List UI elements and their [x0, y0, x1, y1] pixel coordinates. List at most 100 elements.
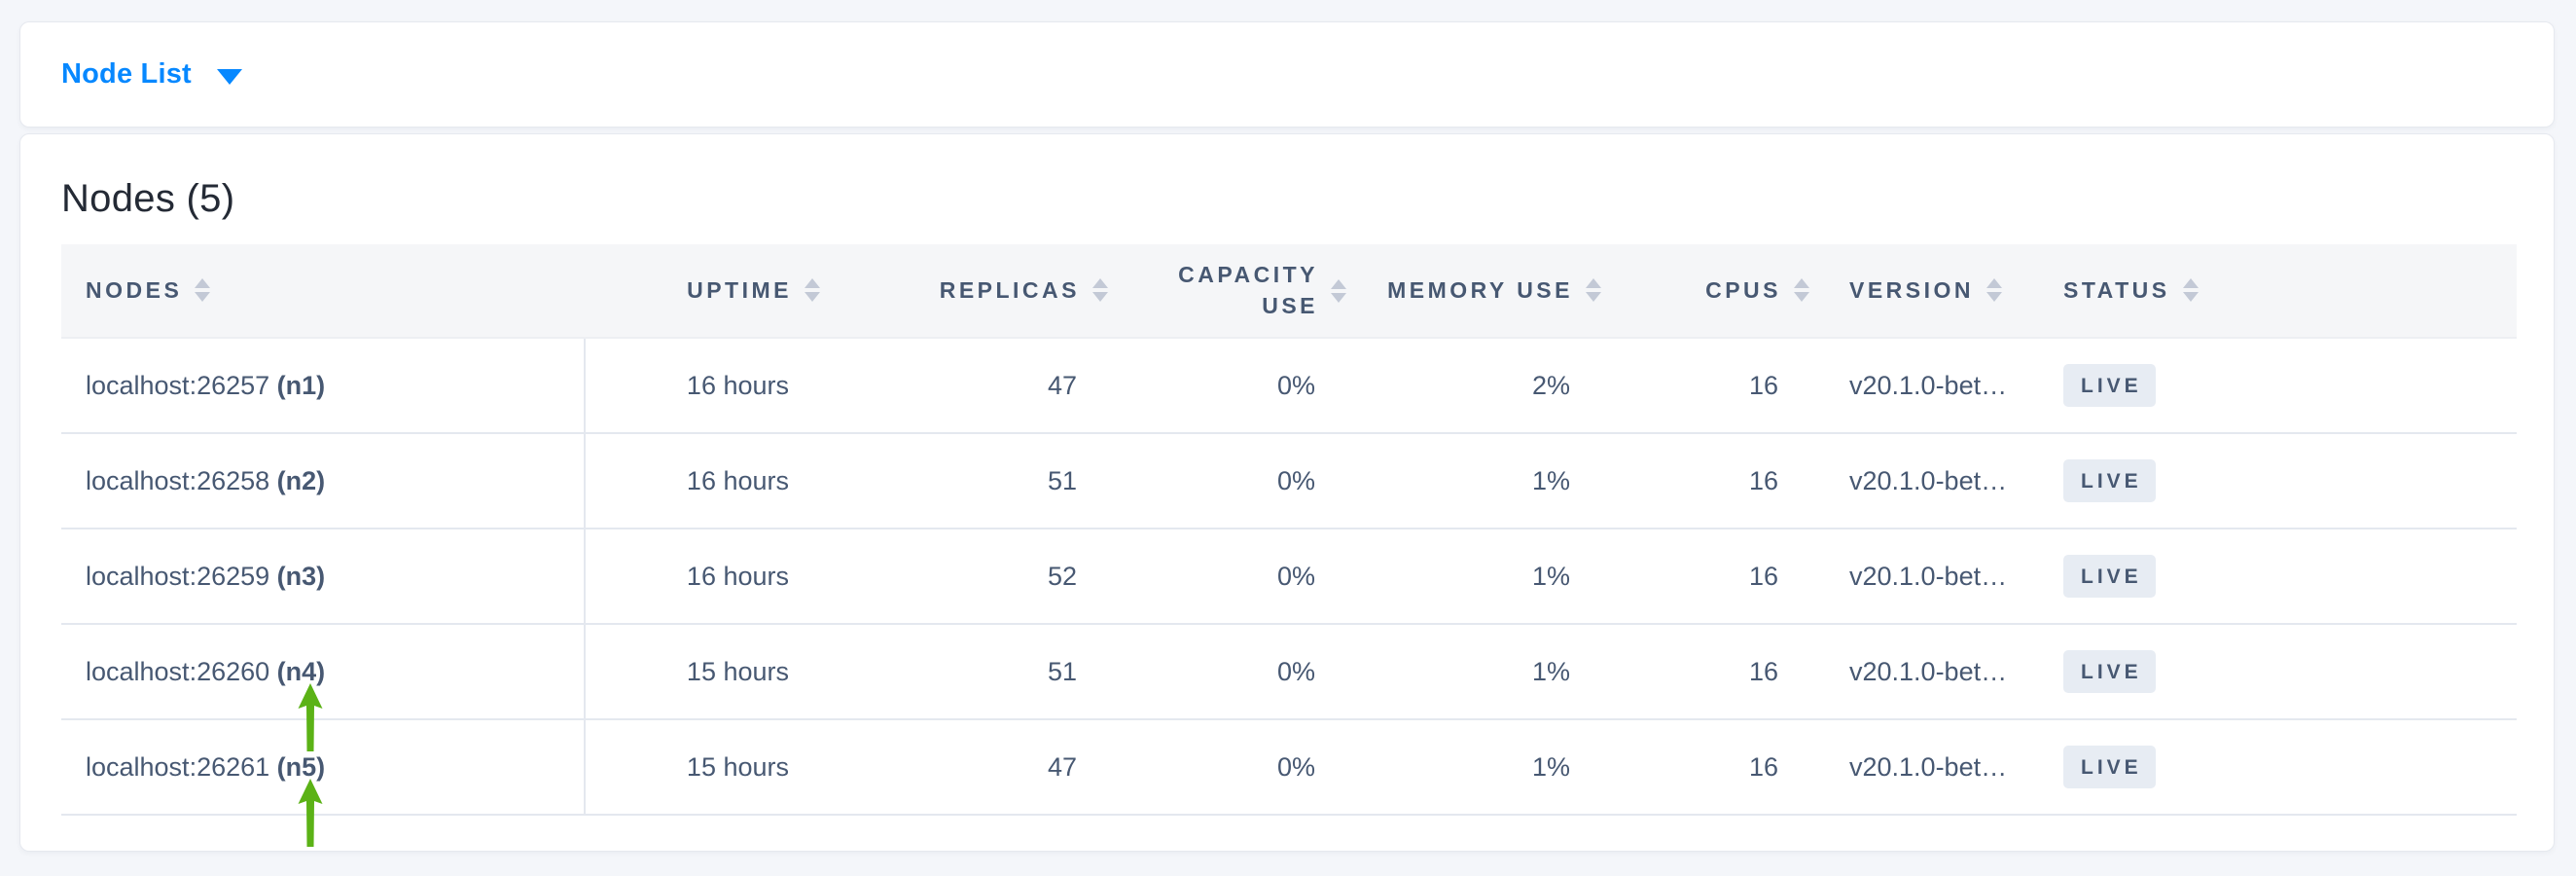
replicas-cell: 47: [823, 338, 1111, 434]
column-header-nodes[interactable]: NODES: [61, 244, 585, 339]
uptime-cell: 16 hours: [585, 529, 823, 625]
status-badge: LIVE: [2063, 650, 2156, 693]
status-badge: LIVE: [2063, 746, 2156, 788]
capacity-use-cell: 0%: [1111, 719, 1349, 816]
uptime-cell: 15 hours: [585, 719, 823, 816]
status-badge: LIVE: [2063, 459, 2156, 502]
sort-down-icon: [195, 292, 211, 303]
sort-up-icon: [1986, 278, 2003, 289]
replicas-cell: 51: [823, 624, 1111, 720]
column-header-label: NODES: [86, 276, 183, 303]
sort-up-icon: [805, 278, 820, 289]
uptime-cell: 15 hours: [585, 624, 823, 720]
memory-use-cell: 1%: [1349, 529, 1604, 625]
version-cell: v20.1.0-bet…: [1812, 719, 2039, 816]
cpus-cell: 16: [1604, 529, 1812, 625]
column-header-version[interactable]: VERSION: [1812, 244, 2039, 339]
memory-use-cell: 1%: [1349, 433, 1604, 529]
column-header-label: STATUS: [2063, 276, 2170, 303]
table-body: localhost:26257 (n1) 16 hours 47 0% 2% 1…: [61, 338, 2517, 847]
version-cell: v20.1.0-bet…: [1812, 338, 2039, 434]
nodes-panel: Nodes (5) NODES UPTIME REPLICAS: [19, 133, 2555, 852]
cpus-cell: 16: [1604, 624, 1812, 720]
cpus-cell: 16: [1604, 338, 1812, 434]
sort-icon: [802, 278, 823, 303]
nodes-count-title: Nodes (5): [61, 177, 235, 220]
sort-down-icon: [1794, 292, 1809, 303]
uptime-cell: 16 hours: [585, 338, 823, 434]
sort-down-icon: [2182, 292, 2199, 303]
node-address: localhost:26259: [86, 561, 270, 591]
replicas-cell: 51: [823, 433, 1111, 529]
memory-use-cell: 1%: [1349, 719, 1604, 816]
version-cell: v20.1.0-bet…: [1812, 624, 2039, 720]
column-header-status[interactable]: STATUS: [2039, 244, 2517, 339]
node-cell: localhost:26260 (n4): [61, 624, 586, 751]
column-header-memory_use[interactable]: MEMORY USE: [1349, 244, 1604, 339]
table-row[interactable]: localhost:26258 (n2) 16 hours 51 0% 1% 1…: [61, 433, 2517, 529]
status-cell: LIVE: [2039, 719, 2517, 816]
node-cell: localhost:26261 (n5): [61, 719, 586, 847]
page-header: Node List: [19, 21, 2555, 128]
sort-down-icon: [1986, 292, 2003, 303]
node-id: (n1): [276, 370, 326, 400]
memory-use-cell: 1%: [1349, 624, 1604, 720]
version-cell: v20.1.0-bet…: [1812, 433, 2039, 529]
sort-up-icon: [1794, 278, 1809, 289]
node-id: (n2): [276, 465, 326, 495]
table-row[interactable]: localhost:26260 (n4) 15 hours 51 0% 1% 1…: [61, 624, 2517, 751]
capacity-use-cell: 0%: [1111, 433, 1349, 529]
column-header-label: MEMORY USE: [1387, 276, 1573, 303]
sort-icon: [2180, 278, 2201, 303]
sort-icon: [1791, 278, 1812, 303]
node-cell: localhost:26259 (n3): [61, 529, 586, 625]
column-header-cpus[interactable]: CPUS: [1604, 244, 1812, 339]
cpus-cell: 16: [1604, 719, 1812, 816]
column-header-label: VERSION: [1849, 276, 1975, 303]
chevron-down-icon: [216, 68, 242, 85]
column-header-capacity_use[interactable]: CAPACITY USE: [1111, 244, 1349, 339]
node-id: (n4): [276, 656, 326, 686]
status-badge: LIVE: [2063, 364, 2156, 407]
memory-use-cell: 2%: [1349, 338, 1604, 434]
status-cell: LIVE: [2039, 433, 2517, 529]
sort-icon: [192, 278, 213, 303]
table-row[interactable]: localhost:26257 (n1) 16 hours 47 0% 2% 1…: [61, 338, 2517, 434]
node-address: localhost:26261: [86, 751, 270, 782]
sort-down-icon: [805, 292, 820, 303]
column-header-replicas[interactable]: REPLICAS: [823, 244, 1111, 339]
sort-down-icon: [1092, 292, 1108, 303]
column-header-uptime[interactable]: UPTIME: [585, 244, 823, 339]
column-header-label: UPTIME: [687, 276, 792, 303]
node-address: localhost:26257: [86, 370, 270, 400]
table-row[interactable]: localhost:26259 (n3) 16 hours 52 0% 1% 1…: [61, 529, 2517, 625]
sort-down-icon: [1586, 292, 1601, 303]
green-arrow-icon: [298, 683, 323, 751]
node-address: localhost:26260: [86, 656, 270, 686]
sort-up-icon: [1331, 278, 1346, 289]
status-cell: LIVE: [2039, 529, 2517, 625]
sort-up-icon: [1092, 278, 1108, 289]
node-cell: localhost:26258 (n2): [61, 433, 586, 529]
version-cell: v20.1.0-bet…: [1812, 529, 2039, 625]
node-id: (n3): [276, 561, 326, 591]
sort-icon: [1984, 278, 2005, 303]
table-row[interactable]: localhost:26261 (n5) 15 hours 47 0% 1% 1…: [61, 719, 2517, 847]
capacity-use-cell: 0%: [1111, 338, 1349, 434]
green-arrow-icon: [298, 779, 323, 847]
sort-up-icon: [1586, 278, 1601, 289]
replicas-cell: 52: [823, 529, 1111, 625]
node-list-dropdown-label: Node List: [61, 58, 192, 90]
node-cell: localhost:26257 (n1): [61, 338, 586, 434]
column-header-label: CPUS: [1705, 276, 1781, 303]
column-header-label: REPLICAS: [939, 276, 1080, 303]
status-cell: LIVE: [2039, 338, 2517, 434]
table-header-row: NODES UPTIME REPLICAS CAPACITY USE: [61, 244, 2517, 339]
node-list-dropdown[interactable]: Node List: [61, 58, 242, 91]
node-table: NODES UPTIME REPLICAS CAPACITY USE: [61, 244, 2517, 847]
sort-icon: [1328, 278, 1349, 303]
cpus-cell: 16: [1604, 433, 1812, 529]
sort-up-icon: [2182, 278, 2199, 289]
capacity-use-cell: 0%: [1111, 529, 1349, 625]
